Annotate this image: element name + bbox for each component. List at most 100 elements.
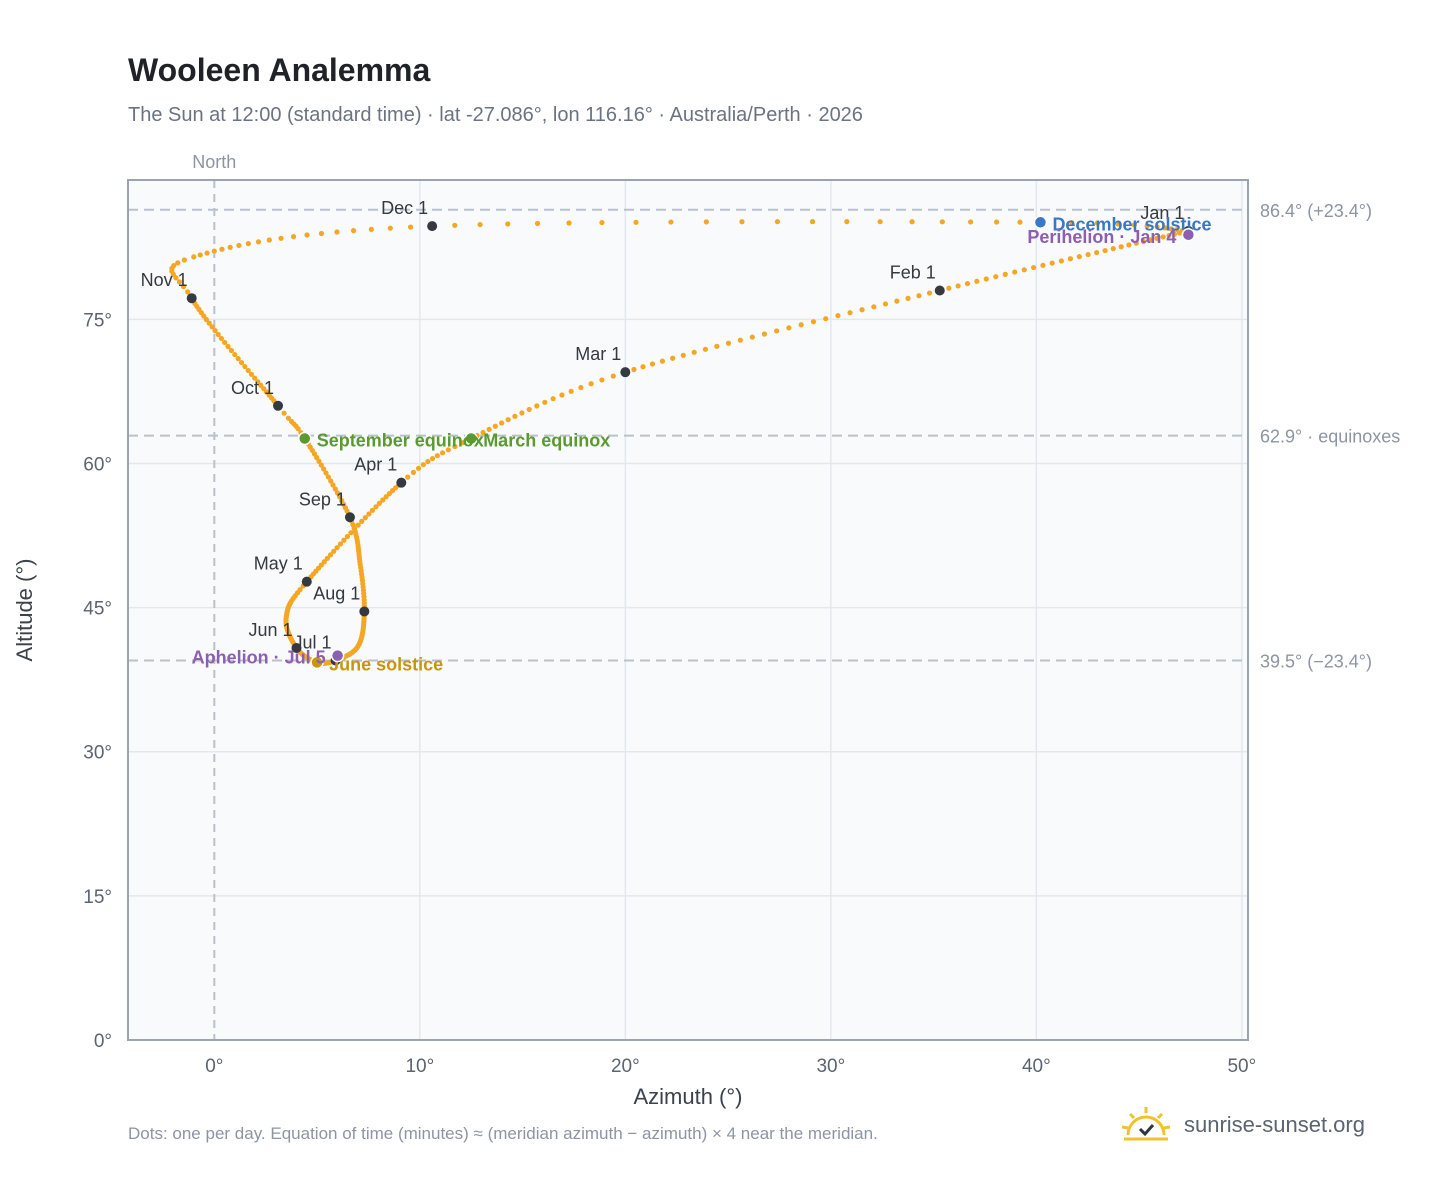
day-dot <box>633 219 639 225</box>
day-dot <box>588 381 594 387</box>
day-dot <box>325 474 331 480</box>
day-dot <box>344 533 351 540</box>
x-axis-label: Azimuth (°) <box>633 1084 742 1109</box>
day-dot <box>332 486 338 492</box>
day-dot <box>248 371 255 377</box>
plot-frame <box>127 179 1249 1041</box>
day-dot <box>774 328 780 334</box>
day-dot <box>1085 251 1091 258</box>
month-marker <box>186 293 197 304</box>
month-label: Nov 1 <box>141 270 188 290</box>
day-dot <box>974 278 980 284</box>
day-dot <box>285 415 292 421</box>
day-dot <box>245 241 251 247</box>
month-label: Mar 1 <box>575 344 621 364</box>
day-dot <box>477 221 483 228</box>
day-dot <box>1030 264 1037 271</box>
day-dot <box>337 494 343 500</box>
day-dot <box>261 386 267 392</box>
month-marker <box>934 285 945 296</box>
day-dot <box>236 242 242 249</box>
day-dot <box>407 224 414 230</box>
y-tick-label: 0° <box>94 1031 112 1052</box>
day-dot <box>1002 271 1008 277</box>
day-dot <box>955 283 961 289</box>
day-dot <box>847 310 853 316</box>
day-dot <box>420 462 426 468</box>
special-marker <box>1181 228 1196 242</box>
day-dot <box>452 222 458 228</box>
day-dot <box>993 219 1000 225</box>
day-dot <box>369 507 376 513</box>
day-dot <box>1069 220 1075 226</box>
month-label: Oct 1 <box>231 378 274 398</box>
special-label: December solstice <box>1052 214 1211 234</box>
month-label: Jun 1 <box>248 620 292 640</box>
day-dot <box>1049 260 1055 266</box>
day-dot <box>659 358 666 364</box>
day-dot <box>290 234 297 240</box>
day-dot <box>1102 247 1108 254</box>
day-dot <box>1166 232 1172 239</box>
day-dot <box>519 410 525 416</box>
day-dot <box>926 290 933 296</box>
special-label: Perihelion · Jan 4 <box>1027 227 1176 247</box>
day-dot <box>737 337 743 343</box>
day-dot <box>181 257 187 263</box>
day-dot <box>486 426 492 433</box>
day-dot <box>222 339 228 346</box>
day-dot <box>798 322 804 328</box>
day-dot <box>680 352 686 358</box>
day-dot <box>281 410 287 416</box>
special-marker <box>1033 215 1048 230</box>
day-dot <box>1140 238 1147 245</box>
month-label: May 1 <box>254 554 303 574</box>
day-dot <box>410 469 417 476</box>
month-label: Jul 1 <box>294 632 332 652</box>
day-dot <box>499 420 505 426</box>
day-dot <box>703 219 709 225</box>
day-dot <box>337 541 344 547</box>
day-dot <box>266 237 272 243</box>
day-dot <box>227 244 233 250</box>
day-dot <box>452 443 458 450</box>
day-dot <box>318 230 325 237</box>
day-dot <box>964 281 971 287</box>
day-dot <box>691 349 697 355</box>
day-dot <box>245 367 251 374</box>
special-marker <box>464 431 478 446</box>
day-dot <box>1094 220 1100 226</box>
day-dot <box>191 254 197 260</box>
day-dot <box>725 340 732 346</box>
day-dot <box>323 470 329 476</box>
x-tick-label: 0° <box>205 1056 223 1077</box>
month-marker <box>620 367 631 378</box>
y-tick-label: 60° <box>83 454 112 475</box>
month-label: Sep 1 <box>299 489 346 509</box>
day-dot <box>909 219 915 225</box>
day-dot <box>206 320 212 326</box>
month-marker <box>291 642 302 653</box>
day-dot <box>542 399 548 405</box>
day-dot <box>610 373 616 379</box>
day-dot <box>578 384 584 391</box>
day-dot <box>1040 262 1046 268</box>
day-dot <box>670 355 676 361</box>
day-dot <box>968 219 974 225</box>
day-dot <box>232 351 238 358</box>
reference-lines <box>128 180 1248 1040</box>
day-dot <box>916 293 922 299</box>
day-dot <box>212 328 218 334</box>
brand[interactable]: sunrise-sunset.org <box>1120 1100 1365 1150</box>
day-dot <box>1110 246 1116 252</box>
day-dot <box>434 453 440 459</box>
day-dot <box>387 225 393 231</box>
day-dot <box>894 298 900 304</box>
day-dot <box>1144 223 1150 229</box>
day-dot <box>362 515 368 521</box>
day-dot <box>859 307 865 313</box>
special-marker <box>297 431 312 446</box>
x-tick-label: 20° <box>611 1056 640 1077</box>
